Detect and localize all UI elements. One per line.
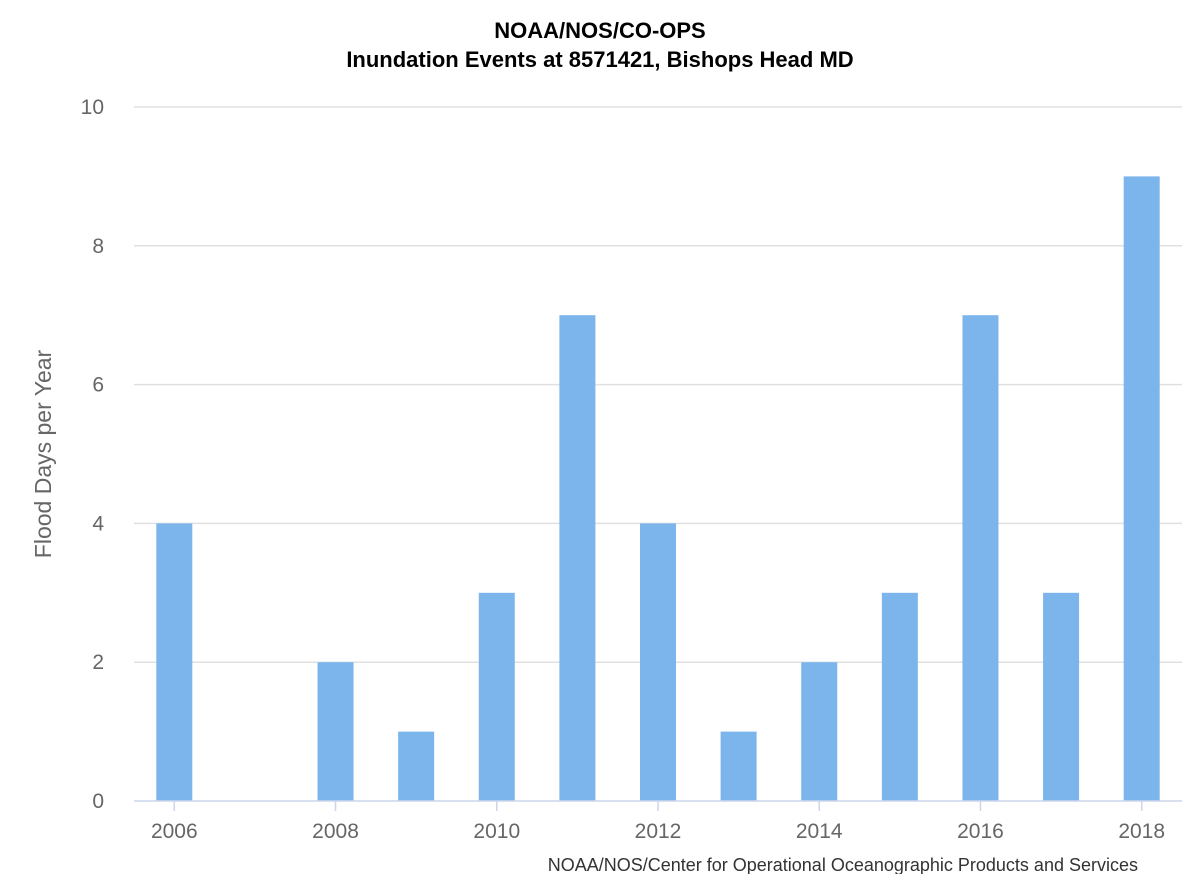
bar-2014[interactable] [801, 662, 838, 801]
y-tick-label: 0 [92, 790, 104, 813]
y-tick-label: 8 [92, 235, 104, 258]
bar-2008[interactable] [317, 662, 354, 801]
bar-2011[interactable] [559, 315, 596, 801]
gridlines [134, 106, 1182, 663]
chart-credit[interactable]: NOAA/NOS/Center for Operational Oceanogr… [548, 855, 1138, 875]
bar-2009[interactable] [398, 731, 435, 801]
x-tick-label: 2012 [635, 820, 682, 843]
y-tick-label: 6 [92, 374, 104, 397]
bar-2015[interactable] [881, 592, 918, 801]
bar-2012[interactable] [640, 523, 676, 801]
x-tick-label: 2006 [151, 820, 198, 843]
bar-2018[interactable] [1123, 176, 1160, 801]
x-tick-label: 2014 [796, 820, 843, 843]
y-tick-label: 2 [92, 651, 104, 674]
y-tick-label: 10 [81, 96, 104, 119]
y-axis-tick-labels: 0 2 4 6 8 10 [81, 96, 105, 813]
bars [156, 176, 1160, 801]
x-tick-label: 2016 [957, 820, 1004, 843]
chart-title: NOAA/NOS/CO-OPS [494, 18, 705, 43]
chart-subtitle: Inundation Events at 8571421, Bishops He… [346, 47, 853, 72]
y-axis-title: Flood Days per Year [30, 349, 56, 558]
x-tick-label: 2008 [312, 820, 359, 843]
bar-2006[interactable] [156, 523, 193, 801]
x-tick-label: 2018 [1118, 820, 1165, 843]
x-axis [134, 800, 1182, 811]
x-axis-tick-labels: 2006 2008 2010 2012 2014 2016 2018 [151, 820, 1165, 843]
bar-2010[interactable] [478, 592, 515, 801]
bar-2013[interactable] [720, 731, 757, 801]
y-tick-label: 4 [92, 512, 104, 535]
x-tick-label: 2010 [473, 820, 520, 843]
bar-2017[interactable] [1043, 592, 1080, 801]
bar-2016[interactable] [962, 315, 999, 801]
